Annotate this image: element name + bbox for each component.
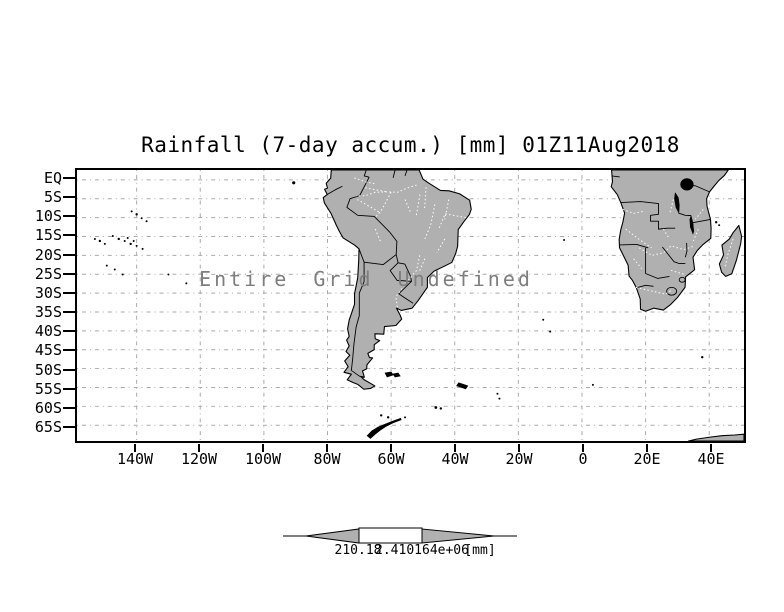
antarctica-coast	[687, 433, 744, 441]
lon-tick	[646, 444, 648, 452]
colorbar-right-arrow	[421, 528, 495, 544]
lat-tick	[63, 215, 75, 218]
antarctic-peninsula	[366, 417, 402, 439]
lon-tick	[390, 444, 392, 452]
lon-tick-label: 20W	[505, 450, 533, 468]
lon-tick-label: 40E	[697, 450, 725, 468]
lat-tick	[63, 234, 75, 237]
lon-tick-label: 140W	[116, 450, 154, 468]
lat-tick	[63, 368, 75, 371]
plot-frame: Entire Grid Undefined	[75, 168, 746, 443]
lat-tick-label: 45S	[34, 341, 62, 360]
country-borders	[326, 170, 711, 378]
lon-tick	[454, 444, 456, 452]
lat-tick-label: 35S	[34, 303, 62, 322]
lat-tick	[63, 426, 75, 428]
lat-tick	[63, 311, 75, 314]
lon-tick-label: 80W	[313, 450, 341, 468]
south-america-landmass	[322, 170, 472, 390]
colorbar-graphic	[283, 527, 517, 544]
small-islands	[93, 181, 721, 419]
lat-tick	[63, 291, 75, 294]
lon-tick-label: 120W	[180, 450, 218, 468]
map-canvas	[77, 170, 744, 441]
lake-victoria	[680, 178, 694, 191]
lake-malawi	[689, 214, 695, 235]
lakes	[674, 178, 695, 235]
lon-tick	[326, 444, 328, 452]
lat-tick	[63, 406, 75, 409]
rivers	[354, 177, 734, 309]
lon-tick	[198, 444, 200, 452]
lon-tick-label: 40W	[441, 450, 469, 468]
lat-tick-label: 60S	[34, 398, 62, 417]
plot-title: Rainfall (7-day accum.) [mm] 01Z11Aug201…	[141, 133, 680, 157]
lon-tick-label: 0	[578, 450, 588, 468]
lat-tick	[63, 349, 75, 352]
lat-tick	[63, 177, 75, 179]
lat-tick-label: 30S	[34, 283, 62, 302]
lon-tick	[262, 444, 264, 452]
lat-tick-label: 10S	[34, 207, 62, 226]
lat-tick-label: 55S	[34, 379, 62, 398]
lat-tick-label: 50S	[34, 360, 62, 379]
lat-tick	[63, 253, 75, 256]
colorbar-left-value: 210.18	[334, 543, 382, 558]
lat-tick	[63, 196, 75, 199]
lat-tick-label: 25S	[34, 264, 62, 283]
colorbar-units: [mm]	[464, 543, 496, 558]
lat-tick-label: 40S	[34, 322, 62, 341]
lon-tick	[582, 444, 584, 452]
falkland-islands	[384, 371, 401, 378]
lat-tick	[63, 387, 75, 390]
lat-tick-label: EQ	[43, 169, 62, 187]
lon-tick	[518, 444, 520, 452]
lon-tick	[710, 444, 712, 452]
lat-tick	[63, 272, 75, 275]
lon-tick-label: 20E	[633, 450, 661, 468]
madagascar-landmass	[718, 224, 743, 277]
lat-tick-label: 5S	[43, 188, 62, 207]
lon-tick	[134, 444, 136, 452]
africa-landmass	[610, 170, 729, 312]
colorbar-segment	[358, 527, 423, 544]
lat-tick-label: 20S	[34, 245, 62, 264]
lon-tick-label: 60W	[377, 450, 405, 468]
lon-tick-label: 100W	[244, 450, 282, 468]
lat-tick	[63, 330, 75, 333]
undefined-grid-message: Entire Grid Undefined	[199, 267, 533, 291]
lat-tick-label: 65S	[34, 418, 62, 436]
lat-tick-label: 15S	[34, 226, 62, 245]
colorbar-right-value: 2.410164e+06	[375, 543, 469, 558]
lake-tanganyika	[674, 191, 680, 214]
landmasses	[322, 170, 744, 441]
south-georgia	[456, 382, 469, 390]
colorbar-left-arrow	[305, 528, 360, 544]
